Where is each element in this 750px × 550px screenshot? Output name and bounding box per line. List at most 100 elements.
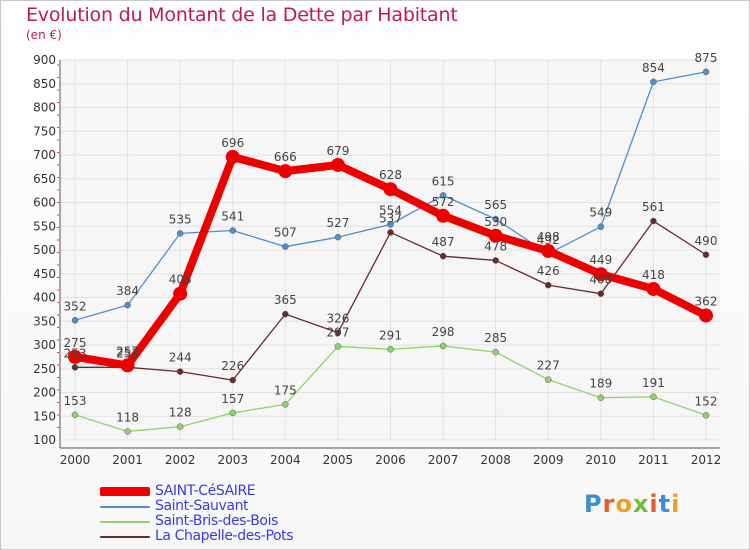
logo-letter: P	[584, 490, 603, 518]
data-label: 285	[484, 331, 507, 345]
data-label: 153	[64, 394, 87, 408]
data-label: 530	[484, 215, 507, 229]
data-point	[282, 310, 289, 318]
data-label: 291	[379, 328, 402, 342]
data-label: 537	[379, 211, 402, 225]
data-label: 352	[64, 299, 87, 313]
data-point	[597, 290, 605, 297]
legend-label-la-chapelle-des-pots: La Chapelle-des-Pots	[155, 528, 294, 544]
data-point	[387, 229, 394, 236]
x-tick-label: 2007	[428, 453, 459, 467]
data-point	[71, 411, 79, 419]
chart-subtitle: (en €)	[26, 28, 62, 42]
y-tick-label: 900	[33, 53, 56, 67]
data-label: 128	[169, 406, 192, 420]
x-tick-label: 2011	[638, 453, 669, 467]
x-tick-label: 2003	[217, 453, 248, 467]
data-point	[68, 349, 82, 364]
legend-swatch-saint-sauvant	[100, 505, 150, 508]
data-label: 554	[379, 203, 402, 217]
data-point	[650, 393, 657, 401]
data-point	[650, 78, 657, 86]
data-label: 572	[432, 195, 455, 209]
data-label: 666	[274, 150, 297, 164]
legend-swatch-saint-bris-des-bois	[100, 520, 150, 523]
data-label: 507	[274, 226, 297, 240]
data-label: 490	[695, 234, 718, 248]
legend-item-saint-bris-des-bois: Saint-Bris-des-Bois	[100, 514, 400, 529]
logo-letter: t	[658, 490, 672, 518]
y-tick-label: 500	[33, 243, 56, 257]
data-label: 615	[432, 174, 455, 188]
data-point	[176, 368, 184, 375]
data-point	[650, 217, 657, 225]
data-label: 426	[537, 264, 560, 278]
y-tick-label: 800	[33, 101, 56, 115]
data-label: 487	[432, 235, 455, 249]
data-label: 384	[116, 284, 139, 298]
data-point	[593, 267, 608, 282]
data-label: 449	[589, 253, 612, 267]
logo-letter: i	[649, 490, 659, 518]
data-label: 244	[169, 351, 192, 365]
x-tick-label: 2004	[270, 453, 301, 467]
y-tick-label: 450	[33, 267, 56, 281]
data-point	[383, 182, 398, 197]
data-point	[597, 223, 605, 230]
y-tick-label: 250	[33, 362, 56, 376]
y-tick-label: 100	[33, 433, 56, 447]
data-point	[71, 364, 79, 371]
data-point	[699, 308, 713, 323]
data-point	[439, 192, 447, 199]
data-label: 365	[274, 293, 297, 307]
data-point	[439, 252, 447, 260]
data-label: 408	[169, 273, 192, 287]
data-point	[702, 251, 710, 258]
data-point	[124, 428, 131, 435]
data-point	[334, 329, 342, 336]
x-tick-label: 2009	[533, 453, 564, 467]
data-label: 191	[642, 376, 665, 390]
y-tick-label: 150	[33, 409, 56, 423]
chart-title: Evolution du Montant de la Dette par Hab…	[26, 4, 458, 26]
legend-item-la-chapelle-des-pots: La Chapelle-des-Pots	[100, 529, 400, 544]
data-label: 298	[432, 325, 455, 339]
data-label: 157	[221, 392, 244, 406]
data-point	[387, 221, 394, 228]
data-label: 549	[589, 206, 612, 220]
legend-swatch-saint-cesaire	[100, 487, 150, 496]
data-point	[488, 228, 503, 243]
data-point	[173, 286, 188, 301]
data-label: 175	[274, 383, 297, 397]
proxiti-logo: Proxiti	[584, 490, 680, 518]
data-label: 253	[116, 346, 139, 360]
logo-letter: i	[671, 490, 681, 518]
y-tick-label: 700	[33, 148, 56, 162]
data-point	[541, 243, 556, 258]
data-label: 418	[642, 268, 665, 282]
data-point	[330, 157, 345, 172]
y-tick-label: 750	[33, 124, 56, 138]
data-label: 535	[169, 212, 192, 226]
logo-letter: x	[632, 490, 650, 518]
data-point	[492, 348, 499, 356]
data-point	[225, 149, 240, 164]
data-point	[492, 215, 499, 223]
data-label: 227	[537, 359, 560, 373]
data-point	[229, 376, 236, 384]
data-label: 297	[326, 325, 349, 339]
data-point	[702, 412, 710, 419]
data-label: 498	[537, 230, 560, 244]
data-label: 253	[64, 346, 87, 360]
y-tick-label: 200	[33, 386, 56, 400]
legend-swatch-la-chapelle-des-pots	[100, 535, 150, 538]
y-tick-label: 350	[33, 314, 56, 328]
legend: SAINT-CéSAIRE Saint-Sauvant Saint-Bris-d…	[100, 484, 400, 544]
x-tick-label: 2000	[60, 453, 91, 467]
data-point	[545, 376, 552, 383]
data-label: 696	[221, 136, 244, 150]
data-point	[176, 423, 184, 430]
y-tick-label: 850	[33, 77, 56, 91]
data-label: 326	[326, 312, 349, 326]
logo-letter: o	[615, 490, 633, 518]
